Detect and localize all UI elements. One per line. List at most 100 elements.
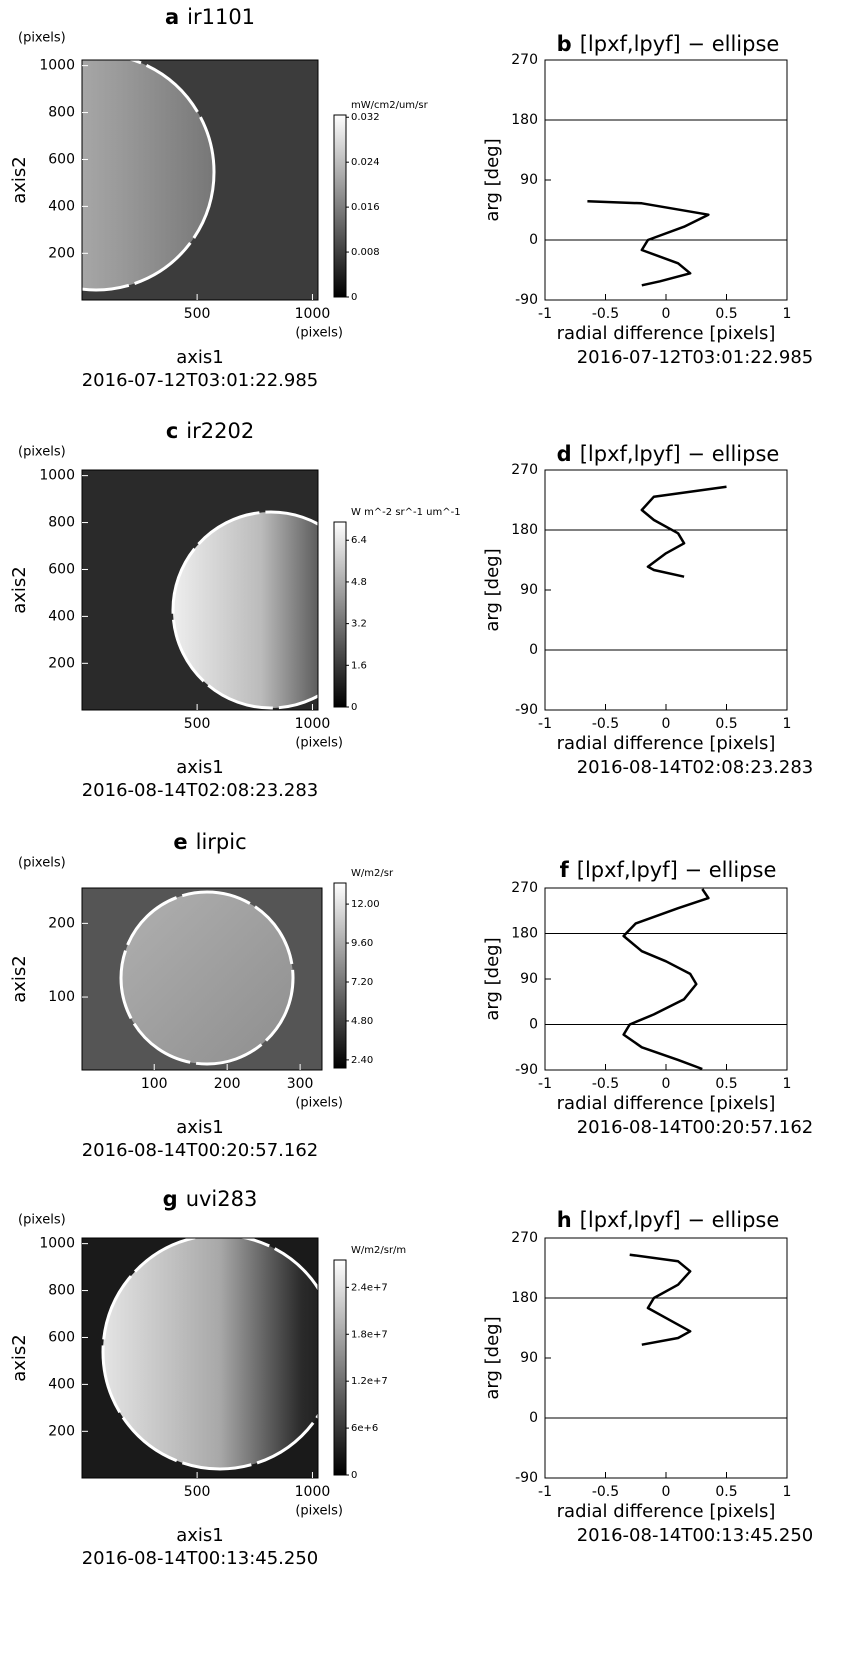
y-tick-label: 200: [48, 655, 75, 671]
limb-fit: [101, 1238, 318, 1471]
colorbar-label: W/m2/sr: [351, 868, 394, 879]
y-axis-label: axis2: [9, 1334, 30, 1382]
x-tick-label: 0: [662, 716, 671, 732]
y-axis-label: arg [deg]: [482, 138, 503, 221]
y-axis-label: axis2: [9, 566, 30, 614]
planet-disk: [103, 1238, 318, 1469]
subtitle: 2016-08-14T02:08:23.283: [577, 757, 814, 778]
x-tick-label: 500: [184, 306, 211, 322]
colorbar: [333, 521, 347, 708]
x-tick-label: 0: [662, 306, 671, 322]
x-unit: (pixels): [295, 326, 343, 341]
y-tick-label: 800: [48, 1283, 75, 1299]
panel-letter: d: [557, 442, 572, 466]
planet-disk: [82, 60, 214, 290]
panel-title: c ir2202: [166, 419, 254, 443]
x-tick-label: -1: [538, 716, 552, 732]
limb-fit: [119, 890, 295, 1066]
y-tick-label: 400: [48, 1376, 75, 1392]
panel-letter: g: [163, 1187, 178, 1211]
y-tick-label: 0: [529, 1410, 538, 1426]
x-tick-label: -1: [538, 1076, 552, 1092]
colorbar: [333, 882, 347, 1069]
y-tick-label: 200: [48, 915, 75, 931]
x-tick-label: 1000: [295, 306, 331, 322]
plot-frame: [544, 469, 788, 711]
y-tick-label: 270: [511, 52, 538, 68]
y-tick-label: 800: [48, 515, 75, 531]
y-axis-label: axis2: [9, 955, 30, 1003]
y-tick-label: 100: [48, 989, 75, 1005]
panel-title: f [lpxf,lpyf] − ellipse: [560, 858, 777, 882]
colorbar-tick-label: 6.4: [351, 535, 367, 546]
x-tick-label: 300: [287, 1076, 314, 1092]
y-axis-label: arg [deg]: [482, 937, 503, 1020]
colorbar-tick-label: 0.024: [351, 157, 380, 168]
panel-letter: c: [166, 419, 178, 443]
y-tick-label: 0: [529, 642, 538, 658]
panel-title: g uvi283: [163, 1187, 258, 1211]
y-tick-label: -90: [515, 1062, 538, 1078]
y-tick-label: 1000: [39, 468, 75, 484]
x-tick-label: 1000: [295, 716, 331, 732]
x-tick-label: 0: [662, 1484, 671, 1500]
x-axis-label: radial difference [pixels]: [557, 733, 776, 754]
y-tick-label: 180: [511, 522, 538, 538]
x-tick-label: 0.5: [715, 716, 737, 732]
x-tick-label: 100: [141, 1076, 168, 1092]
panel-letter: e: [173, 830, 187, 854]
colorbar-tick-label: 0.008: [351, 247, 380, 258]
x-tick-label: 1: [783, 716, 792, 732]
y-tick-label: 600: [48, 561, 75, 577]
subtitle: 2016-08-14T02:08:23.283: [82, 780, 319, 801]
colorbar-tick-label: 3.2: [351, 619, 367, 630]
x-axis-label: axis1: [176, 757, 224, 778]
subtitle: 2016-07-12T03:01:22.985: [82, 370, 319, 391]
x-tick-label: 0.5: [715, 1484, 737, 1500]
y-tick-label: 180: [511, 1290, 538, 1306]
colorbar-tick-label: 2.4e+7: [351, 1282, 388, 1293]
y-tick-label: 180: [511, 926, 538, 942]
planet-disk: [173, 512, 318, 708]
colorbar-tick-label: 4.80: [351, 1016, 373, 1027]
x-tick-label: 200: [214, 1076, 241, 1092]
panel-title: d [lpxf,lpyf] − ellipse: [557, 442, 780, 466]
x-tick-label: 0: [662, 1076, 671, 1092]
y-tick-label: 400: [48, 198, 75, 214]
x-axis-label: axis1: [176, 347, 224, 368]
panel-letter: h: [557, 1208, 572, 1232]
y-tick-label: 200: [48, 245, 75, 261]
colorbar-tick-label: 4.8: [351, 577, 367, 588]
subtitle: 2016-08-14T00:20:57.162: [577, 1117, 814, 1138]
image-frame: [81, 59, 319, 301]
x-tick-label: 0.5: [715, 1076, 737, 1092]
panel-letter: a: [165, 5, 179, 29]
y-tick-label: -90: [515, 702, 538, 718]
y-tick-label: 0: [529, 232, 538, 248]
colorbar-label: mW/cm2/um/sr: [351, 100, 429, 111]
subtitle: 2016-07-12T03:01:22.985: [577, 347, 814, 368]
y-tick-label: -90: [515, 292, 538, 308]
panel-title: h [lpxf,lpyf] − ellipse: [557, 1208, 780, 1232]
x-tick-label: 500: [184, 1484, 211, 1500]
panel-title-text: [lpxf,lpyf] − ellipse: [580, 32, 780, 56]
y-axis-label: arg [deg]: [482, 1316, 503, 1399]
limb-fit: [82, 60, 216, 292]
x-axis-label: radial difference [pixels]: [557, 323, 776, 344]
y-tick-label: 800: [48, 105, 75, 121]
fit-curve: [587, 200, 710, 287]
y-tick-label: 180: [511, 112, 538, 128]
y-tick-label: 270: [511, 880, 538, 896]
panel-title-text: [lpxf,lpyf] − ellipse: [577, 858, 777, 882]
y-tick-label: 400: [48, 608, 75, 624]
image: [82, 1238, 318, 1478]
image-frame: [81, 469, 319, 711]
x-tick-label: 1000: [295, 1484, 331, 1500]
image: [82, 470, 318, 710]
x-axis-label: axis1: [176, 1525, 224, 1546]
colorbar-tick-label: 0: [351, 1470, 357, 1481]
panel-title-text: lirpic: [196, 830, 247, 854]
panel-title-text: uvi283: [186, 1187, 258, 1211]
y-tick-label: 600: [48, 151, 75, 167]
